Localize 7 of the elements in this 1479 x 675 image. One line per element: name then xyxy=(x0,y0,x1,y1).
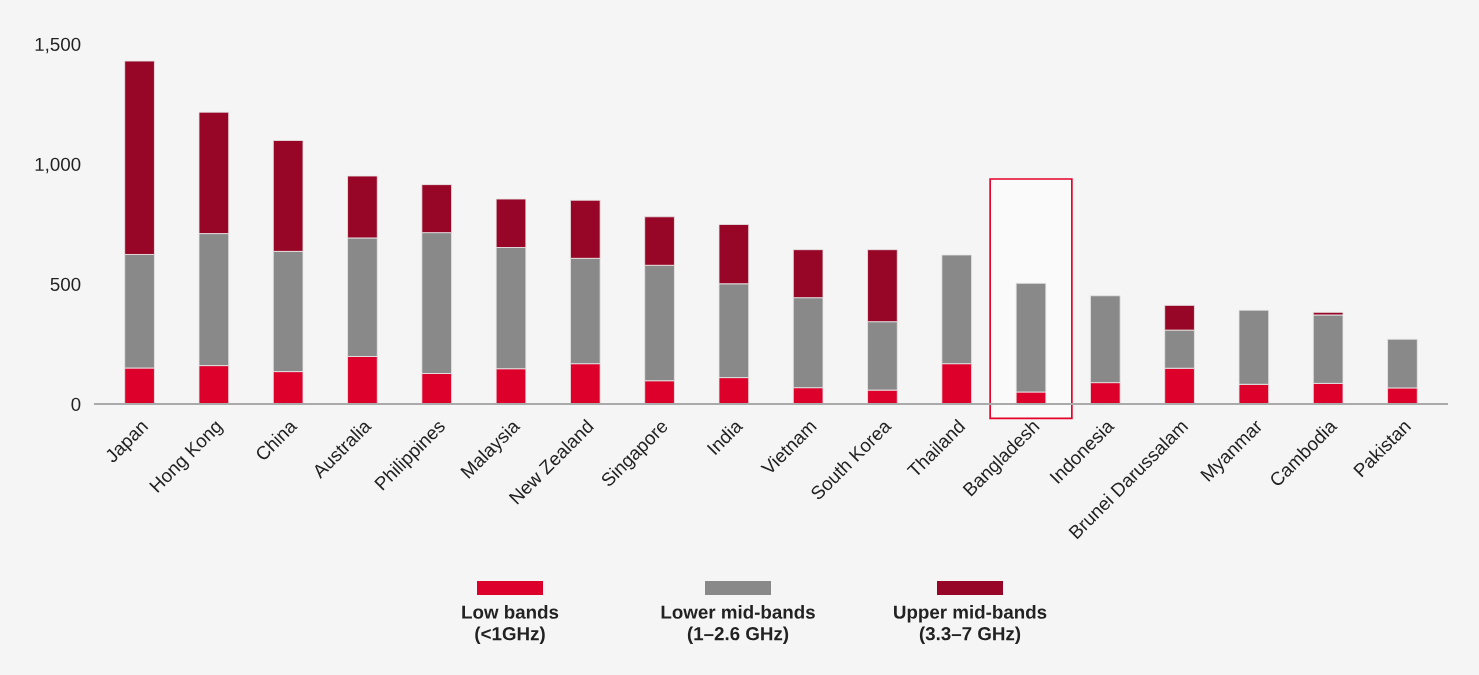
y-tick-label: 1,000 xyxy=(35,157,81,174)
legend-label: Lower mid-bands (1–2.6 GHz) xyxy=(661,605,815,645)
y-tick-label: 0 xyxy=(71,397,81,411)
legend-label: Upper mid-bands (3.3–7 GHz) xyxy=(894,605,1047,645)
y-tick-label: 500 xyxy=(50,277,81,291)
y-tick-label: 1,500 xyxy=(35,37,81,54)
legend-label: Low bands (<1GHz) xyxy=(462,605,559,645)
